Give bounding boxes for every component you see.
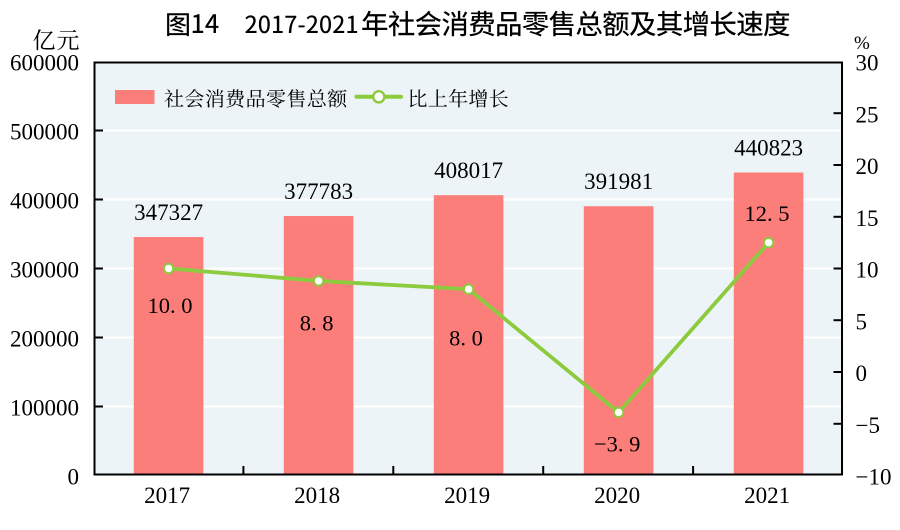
svg-text:100000: 100000	[10, 396, 79, 421]
svg-text:200000: 200000	[10, 327, 79, 352]
svg-text:2018: 2018	[294, 483, 340, 508]
svg-text:20: 20	[856, 154, 879, 179]
svg-text:10. 0: 10. 0	[148, 293, 193, 318]
svg-text:391981: 391981	[584, 169, 653, 194]
svg-text:8. 0: 8. 0	[449, 325, 483, 350]
svg-text:0: 0	[68, 465, 80, 490]
svg-text:−3. 9: −3. 9	[594, 432, 640, 457]
svg-text:300000: 300000	[10, 258, 79, 283]
svg-text:408017: 408017	[434, 158, 503, 183]
svg-text:2019: 2019	[444, 483, 490, 508]
svg-text:347327: 347327	[134, 200, 203, 225]
svg-text:2020: 2020	[594, 483, 640, 508]
svg-text:10: 10	[856, 258, 879, 283]
svg-text:25: 25	[856, 102, 879, 127]
svg-text:5: 5	[856, 309, 868, 334]
svg-text:600000: 600000	[10, 51, 79, 76]
svg-text:30: 30	[856, 51, 879, 76]
svg-text:0: 0	[856, 361, 868, 386]
svg-text:400000: 400000	[10, 189, 79, 214]
svg-text:−5: −5	[856, 413, 880, 438]
svg-text:12. 5: 12. 5	[745, 201, 790, 226]
svg-text:2017: 2017	[144, 483, 190, 508]
svg-text:440823: 440823	[734, 136, 803, 161]
svg-text:%: %	[854, 33, 870, 54]
svg-text:15: 15	[856, 206, 879, 231]
svg-text:377783: 377783	[284, 179, 353, 204]
svg-text:2021: 2021	[744, 483, 790, 508]
svg-text:500000: 500000	[10, 120, 79, 145]
svg-text:8. 8: 8. 8	[300, 311, 334, 336]
svg-text:−10: −10	[856, 465, 892, 490]
